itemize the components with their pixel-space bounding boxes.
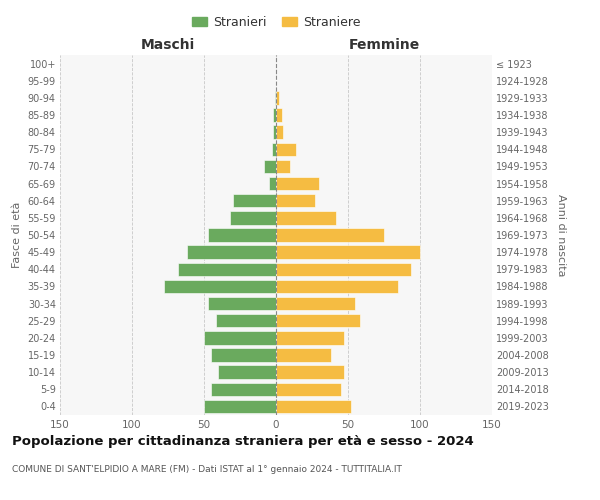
Bar — [204, 400, 276, 413]
Y-axis label: Fasce di età: Fasce di età — [12, 202, 22, 268]
Legend: Stranieri, Straniere: Stranieri, Straniere — [187, 11, 365, 34]
Text: COMUNE DI SANT'ELPIDIO A MARE (FM) - Dati ISTAT al 1° gennaio 2024 - TUTTITALIA.: COMUNE DI SANT'ELPIDIO A MARE (FM) - Dat… — [12, 465, 402, 474]
Bar — [276, 228, 384, 241]
Bar — [204, 331, 276, 344]
Bar — [215, 314, 276, 328]
Bar — [211, 348, 276, 362]
Bar — [178, 262, 276, 276]
Bar — [208, 297, 276, 310]
Bar — [276, 262, 412, 276]
Bar — [276, 382, 341, 396]
Bar — [276, 348, 331, 362]
Bar — [230, 211, 276, 224]
Bar — [273, 108, 276, 122]
Bar — [276, 108, 282, 122]
Bar — [276, 331, 344, 344]
Bar — [276, 297, 355, 310]
Y-axis label: Anni di nascita: Anni di nascita — [556, 194, 566, 276]
Bar — [275, 91, 276, 104]
Bar — [164, 280, 276, 293]
Bar — [233, 194, 276, 207]
Bar — [265, 160, 276, 173]
Bar — [276, 400, 351, 413]
Bar — [276, 91, 279, 104]
Text: Popolazione per cittadinanza straniera per età e sesso - 2024: Popolazione per cittadinanza straniera p… — [12, 435, 474, 448]
Bar — [187, 246, 276, 259]
Bar — [269, 177, 276, 190]
Bar — [276, 177, 319, 190]
Bar — [276, 246, 420, 259]
Bar — [276, 314, 359, 328]
Bar — [276, 126, 283, 139]
Bar — [276, 366, 344, 379]
Bar — [208, 228, 276, 241]
Bar — [273, 126, 276, 139]
Bar — [272, 142, 276, 156]
Text: Maschi: Maschi — [141, 38, 195, 52]
Bar — [211, 382, 276, 396]
Bar — [276, 160, 290, 173]
Bar — [276, 280, 398, 293]
Bar — [276, 211, 337, 224]
Text: Femmine: Femmine — [349, 38, 419, 52]
Bar — [218, 366, 276, 379]
Bar — [276, 194, 315, 207]
Bar — [276, 142, 296, 156]
